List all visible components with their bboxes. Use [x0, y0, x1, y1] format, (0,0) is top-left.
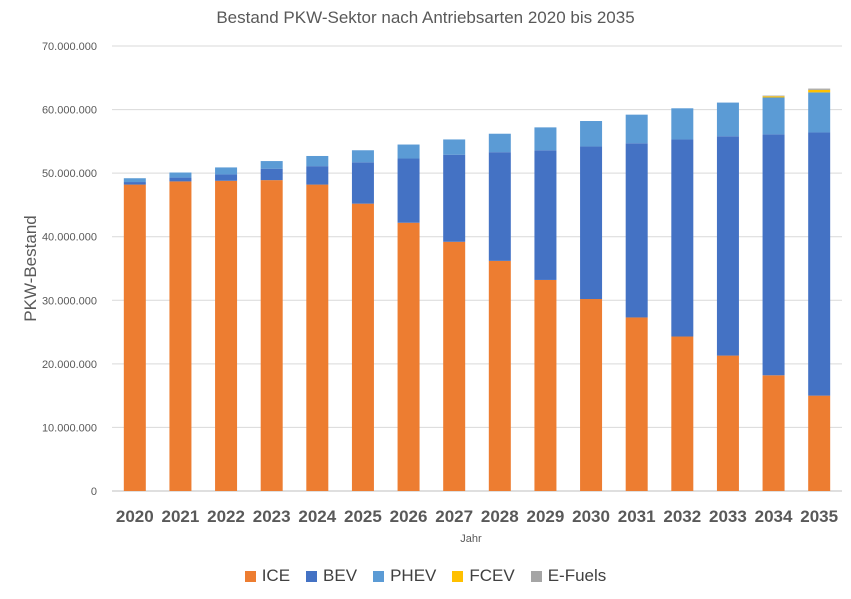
bar-bev-2035 — [808, 132, 831, 396]
bar-bev-2033 — [716, 136, 739, 356]
bar-ice-2031 — [625, 317, 648, 491]
bar-ice-2023 — [260, 180, 283, 491]
bar-e-fuels-2034 — [762, 95, 785, 97]
x-tick-label: 2020 — [116, 507, 154, 526]
bar-ice-2033 — [716, 355, 739, 491]
x-tick-label: 2021 — [162, 507, 200, 526]
bar-bev-2020 — [123, 182, 146, 185]
y-tick-label: 0 — [91, 486, 97, 498]
x-tick-label: 2035 — [800, 507, 838, 526]
bar-ice-2029 — [534, 279, 557, 491]
bar-phev-2030 — [580, 121, 603, 147]
y-tick-label: 40.000.000 — [42, 232, 97, 244]
bar-phev-2023 — [260, 161, 283, 169]
y-tick-label: 70.000.000 — [42, 41, 97, 53]
bar-ice-2022 — [215, 180, 238, 491]
bar-bev-2030 — [580, 146, 603, 300]
legend-swatch — [452, 570, 464, 582]
x-tick-label: 2034 — [755, 507, 793, 526]
bar-bev-2027 — [443, 154, 466, 242]
bar-bev-2029 — [534, 150, 557, 280]
x-tick-label: 2028 — [481, 507, 519, 526]
bar-phev-2035 — [808, 92, 831, 133]
bar-ice-2027 — [443, 241, 466, 491]
x-tick-label: 2022 — [207, 507, 245, 526]
x-tick-label: 2030 — [572, 507, 610, 526]
x-tick-label: 2029 — [527, 507, 565, 526]
bar-ice-2034 — [762, 375, 785, 491]
y-tick-label: 60.000.000 — [42, 105, 97, 117]
bar-phev-2034 — [762, 97, 785, 135]
bar-bev-2022 — [215, 174, 238, 181]
legend-item-e-fuels: E-Fuels — [530, 566, 607, 586]
bar-ice-2025 — [351, 203, 374, 491]
bar-ice-2028 — [488, 260, 511, 491]
bar-fcev-2034 — [762, 96, 785, 98]
bar-phev-2022 — [215, 167, 238, 175]
x-tick-label: 2027 — [435, 507, 473, 526]
legend-label: PHEV — [390, 566, 437, 585]
legend-swatch — [373, 570, 385, 582]
x-tick-label: 2032 — [663, 507, 701, 526]
bar-ice-2032 — [671, 336, 694, 491]
legend-item-ice: ICE — [244, 566, 291, 586]
y-tick-label: 50.000.000 — [42, 168, 97, 180]
bar-ice-2030 — [580, 299, 603, 491]
bar-ice-2020 — [123, 184, 146, 492]
bar-ice-2035 — [808, 395, 831, 491]
legend-swatch — [306, 570, 318, 582]
legend-item-phev: PHEV — [373, 566, 436, 586]
bar-phev-2025 — [351, 150, 374, 163]
y-tick-label: 10.000.000 — [42, 422, 97, 434]
bar-bev-2025 — [351, 162, 374, 204]
bar-phev-2020 — [123, 178, 146, 183]
bar-phev-2027 — [443, 139, 466, 155]
bar-bev-2032 — [671, 139, 694, 337]
x-tick-label: 2025 — [344, 507, 382, 526]
bar-phev-2026 — [397, 144, 420, 159]
legend-label: FCEV — [469, 566, 515, 585]
y-tick-label: 30.000.000 — [42, 295, 97, 307]
bar-bev-2023 — [260, 168, 283, 181]
legend: ICE BEV PHEV FCEV E-Fuels — [0, 566, 851, 586]
chart-title: Bestand PKW-Sektor nach Antriebsarten 20… — [216, 8, 635, 27]
bar-ice-2024 — [306, 184, 329, 492]
bar-bev-2034 — [762, 134, 785, 376]
legend-item-bev: BEV — [306, 566, 357, 586]
legend-item-fcev: FCEV — [452, 566, 515, 586]
bar-bev-2028 — [488, 152, 511, 261]
y-axis-label: PKW-Bestand — [21, 215, 40, 321]
bar-phev-2032 — [671, 108, 694, 140]
legend-label: E-Fuels — [547, 566, 607, 585]
x-tick-label: 2024 — [298, 507, 336, 526]
x-tick-label: 2023 — [253, 507, 291, 526]
y-tick-label: 20.000.000 — [42, 359, 97, 371]
legend-label: BEV — [323, 566, 358, 585]
bar-e-fuels-2035 — [808, 88, 831, 90]
x-tick-label: 2026 — [390, 507, 428, 526]
bar-ice-2026 — [397, 222, 420, 491]
bar-fcev-2035 — [808, 89, 831, 93]
bar-bev-2031 — [625, 143, 648, 318]
legend-label: ICE — [261, 566, 291, 585]
bar-phev-2021 — [169, 172, 192, 178]
x-tick-label: 2031 — [618, 507, 656, 526]
bar-ice-2021 — [169, 181, 192, 491]
bar-phev-2031 — [625, 114, 648, 144]
bar-phev-2029 — [534, 127, 557, 151]
bar-bev-2024 — [306, 166, 329, 185]
x-tick-label: 2033 — [709, 507, 747, 526]
legend-swatch — [244, 570, 256, 582]
bar-phev-2024 — [306, 155, 329, 167]
legend-swatch — [530, 570, 542, 582]
bar-phev-2028 — [488, 133, 511, 153]
x-axis-label: Jahr — [460, 533, 482, 545]
bar-bev-2021 — [169, 177, 192, 182]
bar-bev-2026 — [397, 158, 420, 223]
bar-phev-2033 — [716, 102, 739, 137]
